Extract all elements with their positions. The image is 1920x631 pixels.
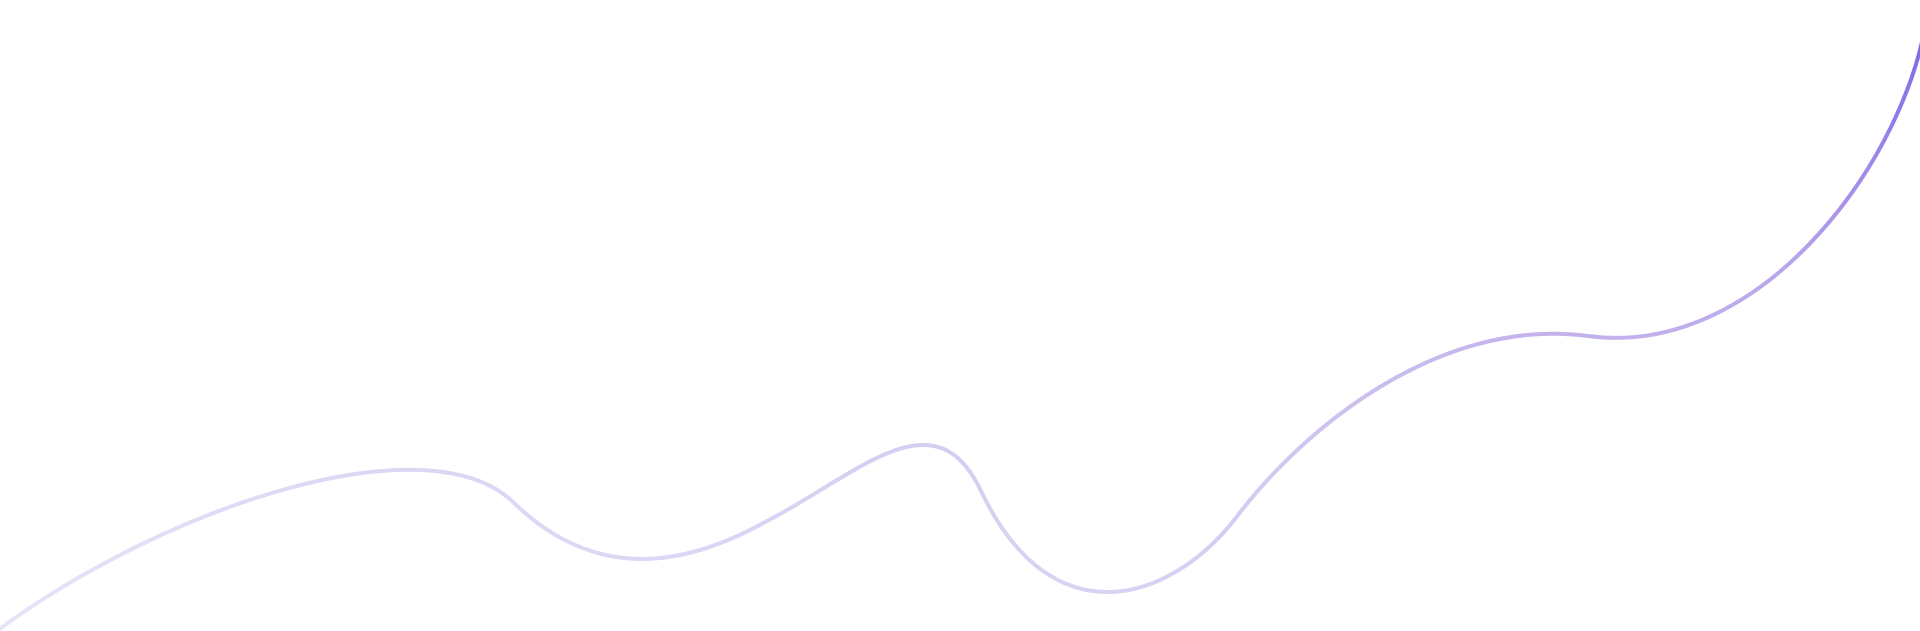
wave-line-path (0, 40, 1920, 631)
